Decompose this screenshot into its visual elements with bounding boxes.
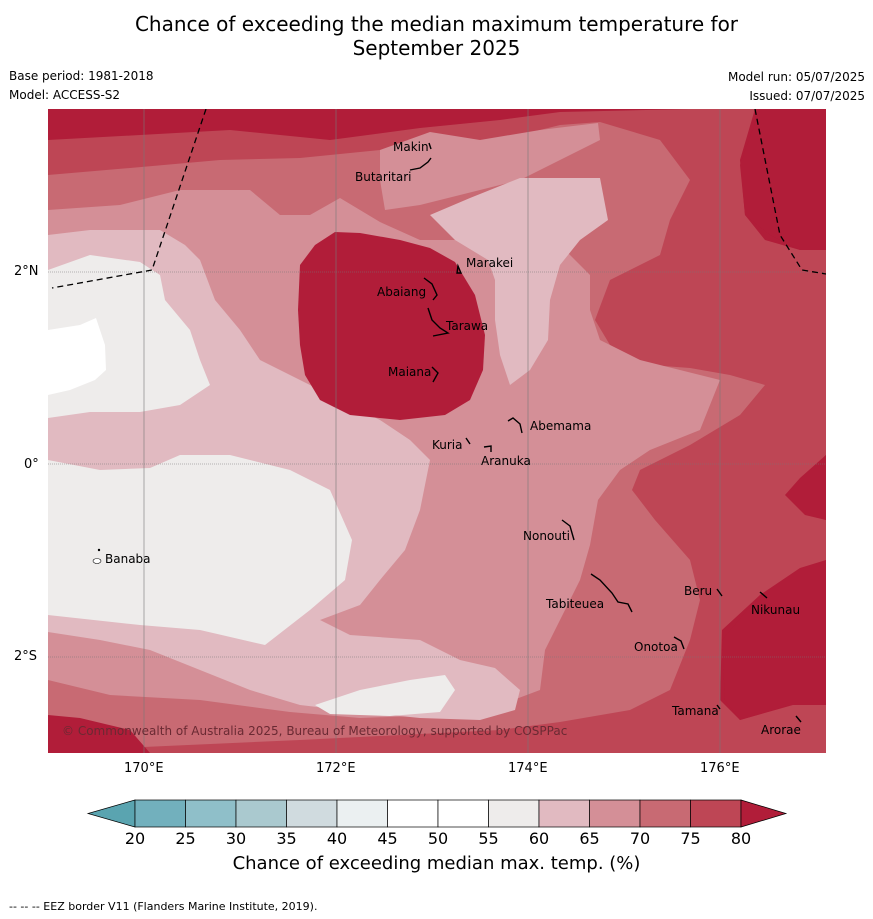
island-onotoa [673,636,685,650]
lon-label-174e: 174°E [508,761,548,776]
colorbar-arrow-low [86,799,136,828]
place-label-beru: Beru [684,584,712,598]
place-label-tarawa: Tarawa [445,319,488,333]
lon-label-176e: 176°E [700,761,740,776]
colorbar-tick-label: 60 [528,829,550,848]
colorbar-swatch [437,799,489,828]
island-beru [716,588,723,597]
colorbar-tick-label: 70 [629,829,651,848]
place-label-marakei: Marakei [466,256,513,270]
island-kuria [465,437,471,445]
contour-50-55-south [48,455,352,645]
colorbar-swatch [185,799,237,828]
place-label-onotoa: Onotoa [634,640,678,654]
place-label-nonouti: Nonouti [523,529,570,543]
place-label-banaba: Banaba [105,552,151,566]
island-butaritari [409,157,432,171]
place-label-aranuka: Aranuka [481,454,531,468]
island-maiana [431,366,439,383]
colorbar-tick-label: 45 [377,829,398,848]
lat-label-0: 0° [24,457,39,472]
island-tarawa [427,307,450,337]
contour-75-80-southeast [722,560,826,720]
colorbar-swatch [639,799,691,828]
island-tabiteuea [590,573,633,613]
colorbar-tick-label: 75 [680,829,701,848]
colorbar-swatch [690,799,742,828]
colorbar-tick-label: 50 [427,829,449,848]
colorbar-swatch [336,799,388,828]
colorbar-swatch [589,799,641,828]
place-label-nikunau: Nikunau [751,603,800,617]
colorbar-swatch [387,799,439,828]
colorbar-swatch [235,799,287,828]
island-tamana [716,704,721,710]
colorbar-swatch [488,799,540,828]
place-label-butaritari: Butaritari [355,170,412,184]
place-label-makin: Makin [393,140,429,154]
place-label-kuria: Kuria [432,438,463,452]
island-nikunau [759,591,768,599]
place-label-maiana: Maiana [388,365,431,379]
colorbar-tick-label: 30 [225,829,247,848]
lat-label-2n: 2°N [14,264,39,279]
colorbar-tick-label: 40 [326,829,348,848]
place-label-abaiang: Abaiang [377,285,426,299]
contour-75-80-southwest [48,715,150,753]
colorbar-tick-label: 25 [175,829,196,848]
lon-label-170e: 170°E [124,761,164,776]
colorbar-tick-label: 65 [579,829,600,848]
lon-label-172e: 172°E [316,761,356,776]
colorbar [86,799,788,828]
place-label-tamana: Tamana [671,704,719,718]
island-nonouti [561,519,575,541]
issued-date: Issued: 07/07/2025 [749,89,865,103]
island-banaba [92,558,102,564]
lat-label-2s: 2°S [14,649,38,664]
colorbar-tick-label: 35 [276,829,297,848]
place-label-abemama: Abemama [530,419,591,433]
island-abaiang [423,277,438,301]
eez-border-east [754,109,826,275]
contour-55-60-north [430,178,608,385]
contour-60-65-north [380,123,600,210]
model-name: Model: ACCESS-S2 [9,88,121,102]
colorbar-swatch [286,799,338,828]
islands [409,142,802,723]
contour-45-50 [48,318,106,395]
colorbar-swatch [134,799,186,828]
probability-contours: Makin Butaritari Marakei Abaiang Tarawa … [48,109,826,753]
colorbar-tick-label: 20 [124,829,146,848]
colorbar-tick-label: 80 [730,829,752,848]
contour-50-55-patch [315,675,455,716]
place-label-tabiteuea: Tabiteuea [545,597,604,611]
graticule [48,109,826,753]
model-run: Model run: 05/07/2025 [727,70,865,84]
title-line-2: September 2025 [352,36,521,60]
map-title: Chance of exceeding the median maximum t… [0,12,873,60]
eez-footnote: -- -- -- EEZ border V11 (Flanders Marine… [9,900,318,913]
island-banaba-marker [97,548,101,552]
island-aranuka [483,445,492,452]
island-abemama [507,417,523,434]
colorbar-label: Chance of exceeding median max. temp. (%… [232,853,641,874]
copyright-notice: © Commonwealth of Australia 2025, Bureau… [62,724,568,738]
title-line-1: Chance of exceeding the median maximum t… [134,12,739,36]
place-label-arorae: Arorae [761,723,801,737]
colorbar-tick-label: 55 [478,829,499,848]
island-makin [428,142,432,150]
contour-75-80-east [785,455,826,520]
eez-borders [51,109,826,289]
island-arorae [795,715,802,723]
base-period: Base period: 1981-2018 [9,69,154,83]
colorbar-swatch [538,799,590,828]
island-marakei [456,263,463,274]
colorbar-arrow-high [740,799,788,828]
